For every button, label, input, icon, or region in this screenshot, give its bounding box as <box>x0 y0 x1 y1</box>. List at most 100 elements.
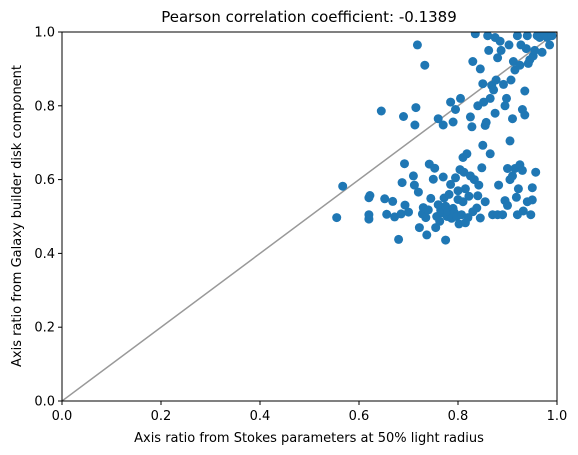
scatter-point <box>456 93 465 103</box>
scatter-point <box>511 192 521 202</box>
scatter-point <box>475 64 485 74</box>
scatter-point <box>512 32 522 41</box>
scatter-point <box>428 174 438 184</box>
scatter-point <box>400 200 410 210</box>
scatter-point <box>485 93 495 103</box>
scatter-point <box>527 183 537 193</box>
scatter-point <box>480 197 490 207</box>
y-tick-label: 0.6 <box>34 173 55 188</box>
scatter-point <box>520 86 530 96</box>
scatter-point <box>332 213 342 223</box>
scatter-point <box>504 40 514 50</box>
scatter-point <box>478 140 488 150</box>
scatter-point <box>468 57 478 66</box>
scatter-point <box>495 36 505 46</box>
scatter-point <box>408 171 418 181</box>
x-tick-label: 1.0 <box>547 409 568 424</box>
scatter-point <box>394 234 404 244</box>
scatter-point <box>420 60 430 70</box>
scatter-point <box>451 105 460 114</box>
scatter-point <box>380 194 390 204</box>
scatter-point <box>460 184 470 194</box>
scatter-point <box>526 210 536 220</box>
scatter-point <box>537 47 547 57</box>
x-tick-label: 0.0 <box>52 409 73 424</box>
x-axis: 0.0 0.2 0.4 0.6 0.8 1.0 <box>52 401 568 424</box>
scatter-point <box>411 103 421 113</box>
scatter-point <box>433 114 443 124</box>
y-axis-label: Axis ratio from Galaxy builder disk comp… <box>10 65 25 367</box>
scatter-point <box>396 209 406 219</box>
scatter-point <box>502 93 511 103</box>
scatter-point <box>448 117 458 127</box>
scatter-point <box>410 120 420 130</box>
scatter-point <box>508 114 517 124</box>
x-tick-label: 0.8 <box>448 409 469 424</box>
y-tick-label: 0.2 <box>34 321 55 336</box>
scatter-point <box>513 184 523 194</box>
scatter-point <box>503 164 512 173</box>
scatter-point <box>438 120 448 130</box>
scatter-point <box>444 189 454 199</box>
scatter-point <box>489 85 499 95</box>
x-tick-label: 0.4 <box>250 409 271 424</box>
scatter-point <box>400 159 409 169</box>
scatter-point <box>464 191 474 201</box>
scatter-point <box>491 75 501 85</box>
scatter-point <box>518 206 528 216</box>
scatter-point <box>520 110 530 120</box>
scatter-point <box>446 97 456 107</box>
scatter-point <box>388 196 398 206</box>
y-tick-label: 0.0 <box>34 395 55 410</box>
scatter-point <box>467 122 477 132</box>
scatter-point <box>458 197 468 207</box>
y-tick-label: 0.8 <box>34 99 55 114</box>
scatter-point <box>545 40 555 50</box>
scatter-point <box>446 179 456 189</box>
scatter-point <box>421 213 431 223</box>
scatter-point <box>485 149 495 159</box>
scatter-point <box>521 44 531 54</box>
scatter-point <box>483 32 493 41</box>
scatter-point <box>472 203 482 213</box>
scatter-point <box>517 165 527 175</box>
scatter-point <box>547 32 557 41</box>
scatter-point <box>382 209 392 219</box>
scatter-point <box>508 171 517 181</box>
scatter-point <box>423 205 433 215</box>
scatter-point <box>496 45 506 55</box>
scatter-point <box>414 223 424 233</box>
y-axis: 0.0 0.2 0.4 0.6 0.8 1.0 <box>34 26 62 410</box>
scatter-point <box>494 180 504 190</box>
scatter-point <box>463 213 473 223</box>
scatter-point <box>505 136 515 146</box>
scatter-point <box>451 173 460 183</box>
scatter-point <box>413 187 423 197</box>
scatter-point <box>503 200 512 210</box>
scatter-point <box>430 163 440 173</box>
x-axis-label: Axis ratio from Stokes parameters at 50%… <box>134 431 484 446</box>
scatter-point <box>490 108 500 118</box>
scatter-point <box>527 195 537 205</box>
scatter-point <box>435 216 445 226</box>
scatter-point <box>474 180 484 190</box>
scatter-point <box>515 60 525 70</box>
chart-title: Pearson correlation coefficient: -0.1389 <box>161 8 457 26</box>
plot-area <box>62 32 557 401</box>
scatter-point <box>365 191 375 200</box>
x-tick-label: 0.2 <box>151 409 172 424</box>
scatter-point <box>465 112 475 122</box>
scatter-point <box>475 213 485 223</box>
scatter-point <box>376 106 386 116</box>
y-tick-label: 0.4 <box>34 247 55 262</box>
scatter-point <box>481 117 491 127</box>
scatter-point <box>426 193 436 203</box>
scatter-point <box>399 112 408 121</box>
scatter-point <box>484 45 494 55</box>
y-tick-label: 1.0 <box>34 26 55 41</box>
scatter-point <box>422 230 432 240</box>
scatter-point <box>522 32 532 41</box>
scatter-point <box>412 40 422 50</box>
